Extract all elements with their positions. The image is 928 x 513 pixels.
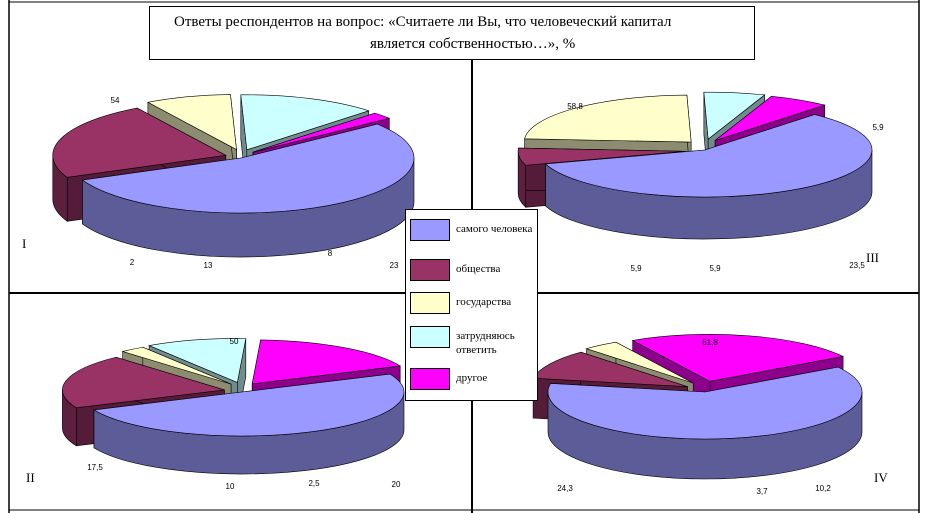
pie-I-slice-society — [52, 107, 227, 178]
pie-II-label-other: 17,5 — [87, 463, 103, 472]
legend-label-state: государства — [456, 296, 512, 308]
legend-label-undecided: затрудняюсь ответить — [456, 330, 515, 356]
pie-III: 58,8 5,9 23,5 5,9 5,9 — [517, 91, 884, 273]
pie-II-label-undecided: 10 — [226, 482, 235, 491]
pie-II: 50 20 2,5 10 17,5 — [62, 337, 405, 491]
legend-item-undecided: затрудняюсь ответить — [410, 326, 535, 358]
pie-III-slice-self — [544, 114, 873, 198]
pie-I-slice-undecided — [240, 94, 370, 151]
pie-III-slice-society — [517, 147, 686, 166]
pie-IV-label-other: 24,3 — [557, 484, 573, 493]
pie-II-label-state: 2,5 — [308, 479, 320, 488]
pie-IV-slice-other — [631, 334, 845, 382]
pie-III-label-state: 23,5 — [849, 261, 865, 270]
legend-swatch-undecided — [410, 326, 450, 348]
pie-I: 54 23 8 13 2 — [52, 94, 415, 270]
pie-III-label-self: 58,8 — [567, 102, 583, 111]
legend: самого человека общества государства зат… — [405, 209, 538, 401]
pie-II-slice-state — [121, 346, 232, 385]
chart-title-box: Ответы респондентов на вопрос: «Считаете… — [149, 6, 755, 60]
legend-item-other: другое — [410, 368, 535, 400]
pie-III-label-undecided: 5,9 — [709, 264, 721, 273]
pie-I-label-undecided: 13 — [204, 261, 213, 270]
pie-IV-label-self: 61,8 — [702, 338, 718, 347]
pie-III-label-other: 5,9 — [630, 264, 642, 273]
pie-IV-label-society: 10,2 — [815, 484, 831, 493]
quadrant-label-ii: II — [26, 470, 35, 485]
pie-II-slice-society — [62, 356, 225, 409]
legend-label-self: самого человека — [456, 223, 533, 235]
legend-label-other: другое — [456, 372, 488, 384]
quadrant-label-i: I — [22, 236, 27, 251]
quadrant-label-iii: III — [866, 250, 879, 265]
pie-III-label-society: 5,9 — [872, 123, 884, 132]
pie-IV-slice-state — [585, 341, 694, 384]
legend-item-society: общества — [410, 259, 535, 291]
chart-title-line-1: Ответы респондентов на вопрос: «Считаете… — [174, 14, 672, 30]
pie-II-slice-other — [251, 339, 402, 385]
quadrant-label-iv: IV — [874, 470, 888, 485]
pie-I-slice-state — [147, 94, 237, 151]
legend-swatch-state — [410, 292, 450, 314]
pie-III-slice-other — [714, 95, 826, 141]
pie-IV: 61,8 10,2 3,7 24,3 — [532, 334, 863, 496]
pie-I-slice-self — [81, 123, 415, 214]
pie-IV-slice-self — [547, 366, 863, 440]
pie-I-label-other: 2 — [130, 258, 135, 267]
pie-II-slice-undecided — [148, 338, 247, 383]
pie-I-label-state: 8 — [328, 249, 333, 258]
pie-II-label-society: 20 — [392, 480, 401, 489]
legend-swatch-other — [410, 368, 450, 390]
legend-label-society: общества — [456, 263, 501, 275]
legend-swatch-society — [410, 259, 450, 281]
pie-II-label-self: 50 — [230, 337, 239, 346]
legend-item-self: самого человека — [410, 219, 535, 251]
legend-swatch-self — [410, 219, 450, 241]
legend-item-state: государства — [410, 292, 535, 324]
pie-III-slice-state — [524, 94, 692, 143]
pie-I-slice-other — [252, 112, 391, 153]
chart-title-line-2: является собственностью…», % — [370, 36, 576, 52]
pie-I-label-self: 54 — [111, 96, 120, 105]
pie-II-slice-self — [93, 373, 405, 437]
pie-III-slice-undecided — [703, 91, 766, 140]
pie-IV-label-state: 3,7 — [756, 487, 768, 496]
pie-I-label-society: 23 — [390, 261, 399, 270]
